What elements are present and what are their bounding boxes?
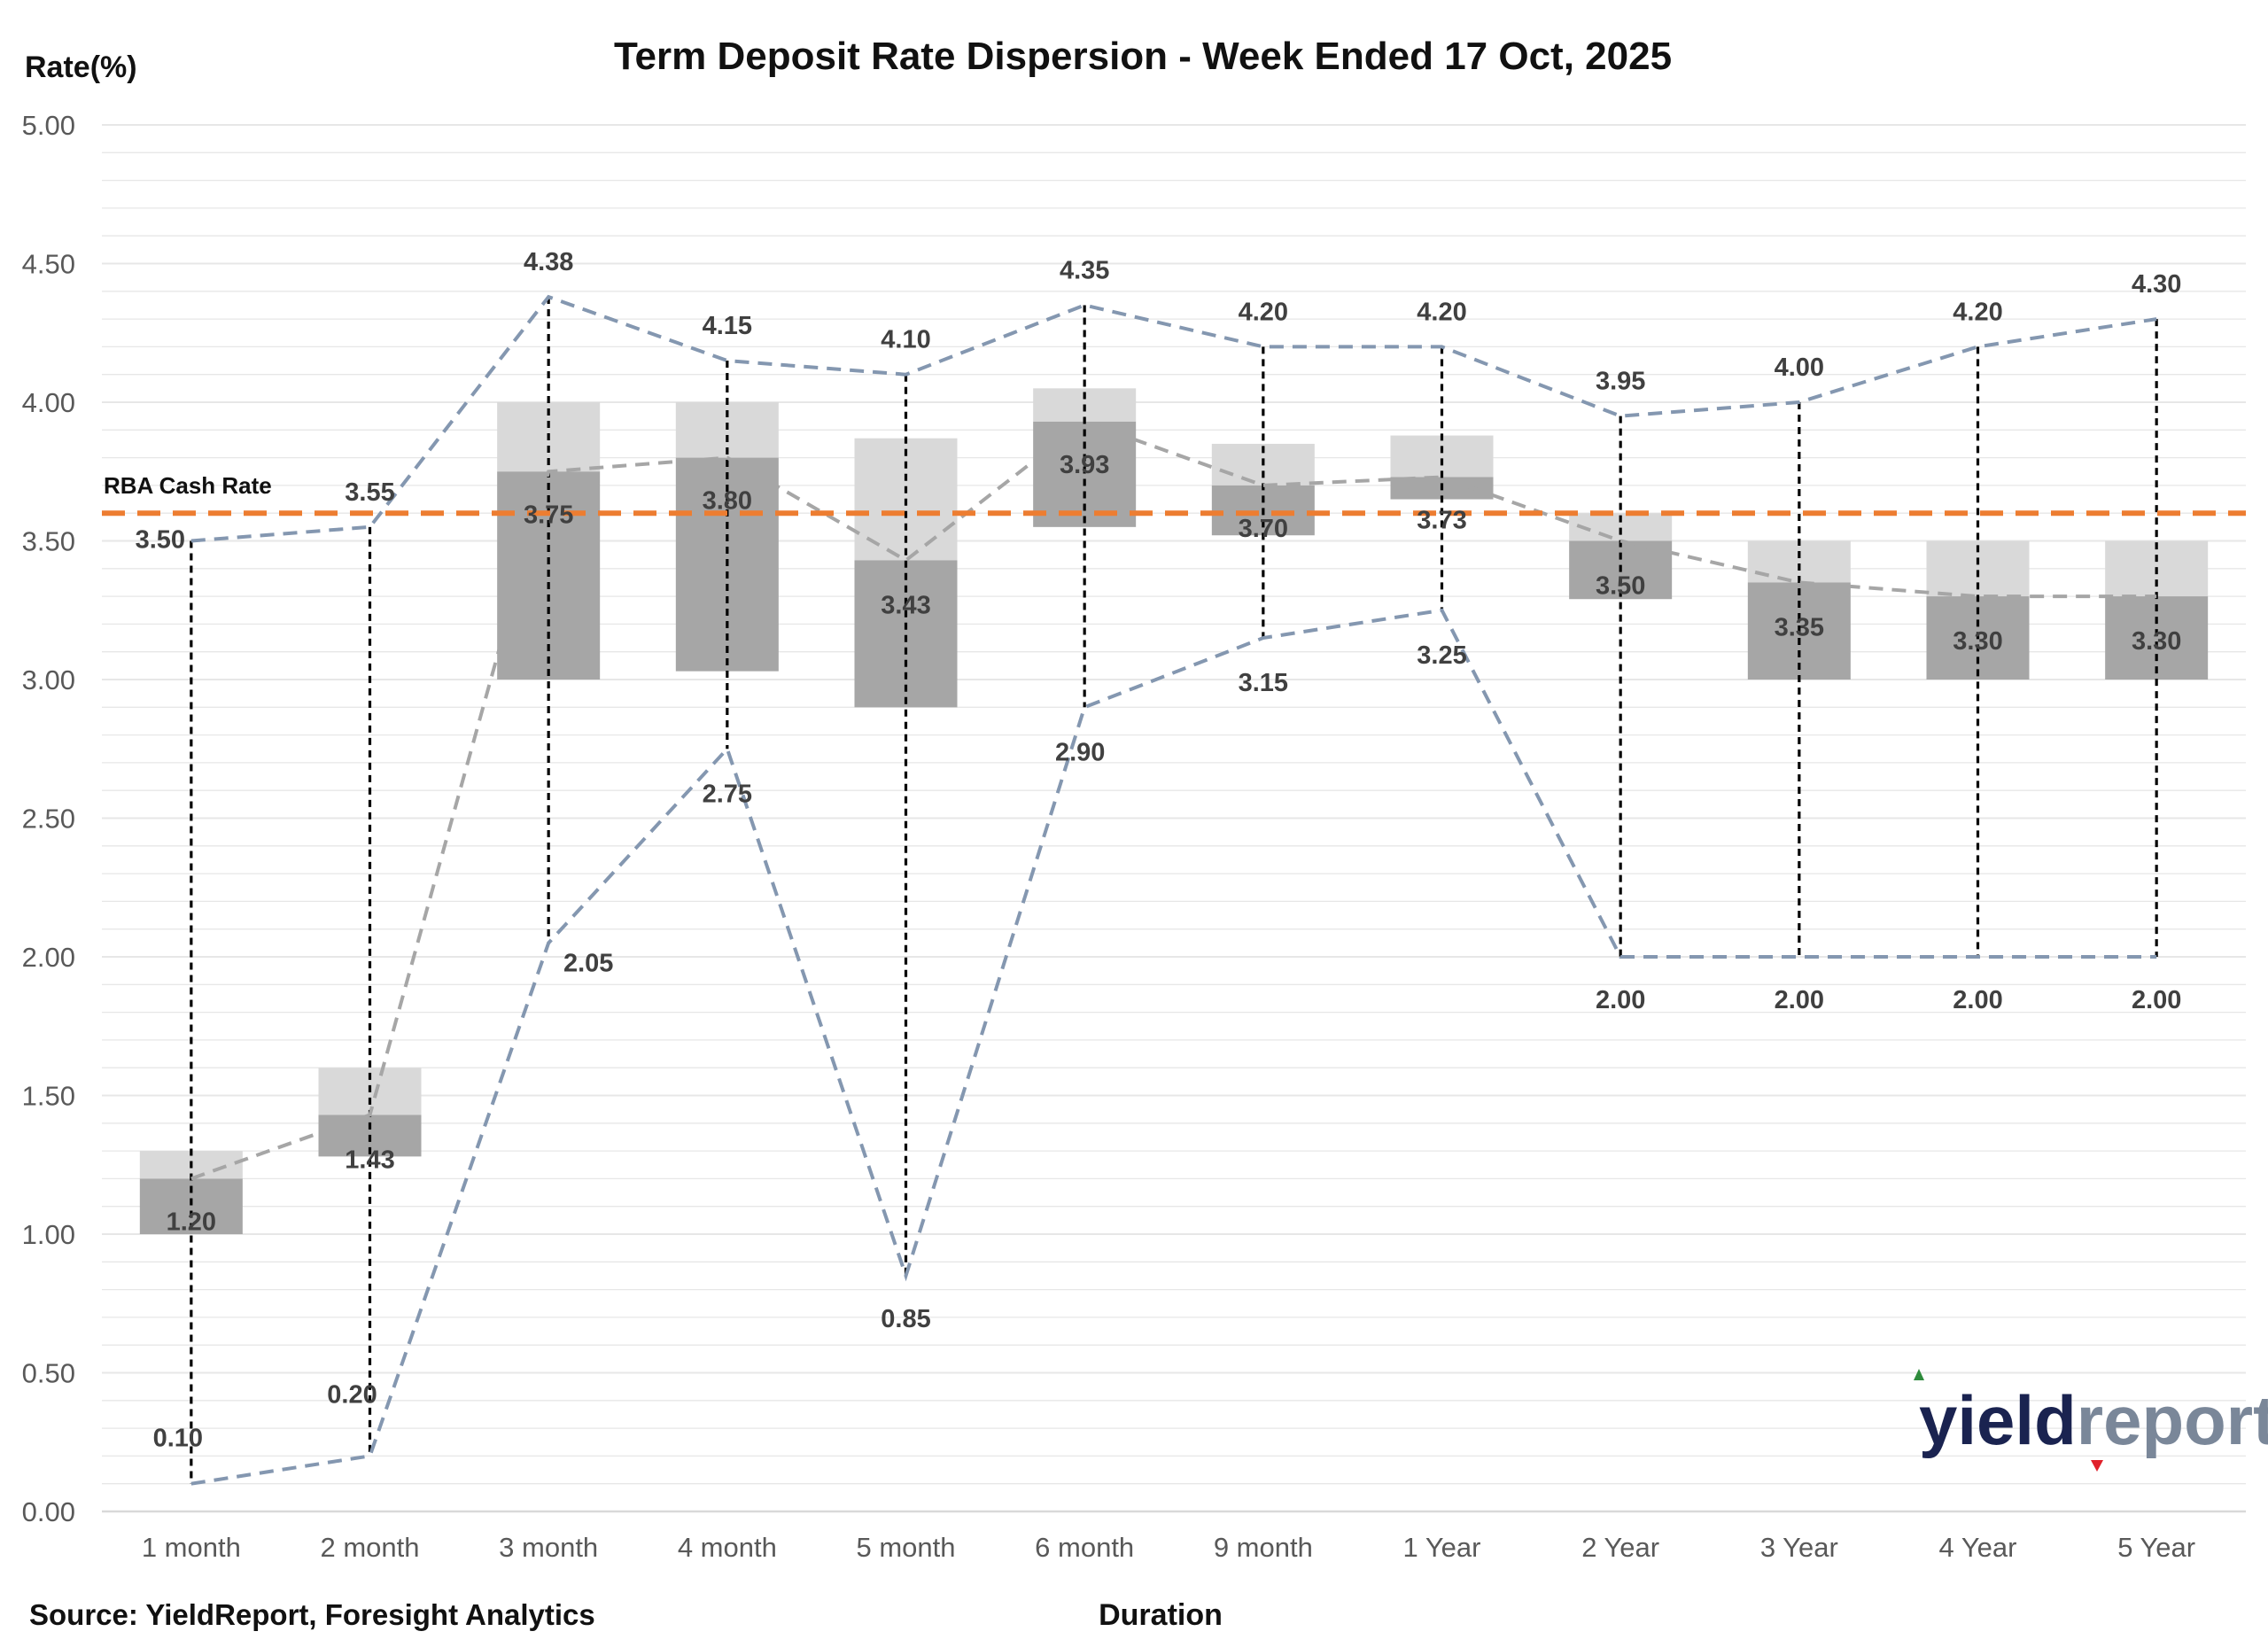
y-tick-label: 1.50 [22,1081,75,1112]
x-tick-label: 3 month [499,1532,598,1563]
rba-cash-rate-line: RBA Cash Rate [102,472,2246,517]
rba-label: RBA Cash Rate [104,472,272,499]
min-value-label: 2.00 [2132,986,2181,1014]
logo-down-arrow-icon [2091,1460,2103,1472]
min-value-label: 2.75 [703,780,752,808]
logo-report: report [2077,1381,2268,1459]
median-value-label: 3.93 [1060,451,1109,479]
median-value-label: 3.50 [1596,572,1645,601]
gridlines [102,124,2246,1513]
median-value-label: 3.70 [1239,515,1288,543]
x-tick-label: 2 month [320,1532,419,1563]
y-axis-title: Rate(%) [25,50,137,84]
median-value-label: 3.43 [881,591,930,619]
box-lower [854,560,958,708]
x-tick-label: 1 Year [1403,1532,1481,1563]
median-value-label: 3.80 [703,487,752,516]
min-value-label: 2.05 [563,949,613,977]
logo-up-arrow-icon [1914,1369,1924,1380]
min-value-label: 0.85 [881,1305,930,1333]
logo-text: yieldreport [1919,1381,2268,1459]
min-value-label: 2.00 [1596,986,1645,1014]
x-tick-label: 4 month [678,1532,777,1563]
whiskers [190,297,2158,1484]
y-tick-label: 4.00 [22,387,75,418]
min-line [190,608,2157,1486]
x-tick-label: 1 month [142,1532,241,1563]
logo-yield: yield [1919,1381,2077,1459]
median-value-label: 3.73 [1417,507,1466,535]
y-tick-labels: 0.00 0.50 1.00 1.50 2.00 2.50 3.00 3.50 4.00 4.50… [22,110,75,1527]
yieldreport-logo: yieldreport [1914,1369,2268,1472]
min-value-label: 0.20 [327,1380,377,1409]
data-labels: 3.50 0.10 1.20 3.55 0.20 1.43 4.38 2.05 3.75 4.15… [136,248,2182,1453]
max-value-label: 4.20 [1953,298,2002,326]
max-value-label: 4.35 [1060,256,1109,284]
x-tick-label: 6 month [1035,1532,1134,1563]
min-value-label: 2.90 [1055,738,1105,766]
min-value-label: 3.25 [1417,641,1466,670]
series-lines [190,294,2157,1486]
x-tick-label: 4 Year [1939,1532,2017,1563]
max-line [190,294,2157,543]
source-note: Source: YieldReport, Foresight Analytics [29,1598,595,1631]
x-tick-labels: 1 month 2 month 3 month 4 month 5 month 6 mon… [142,1532,2195,1563]
x-tick-label: 5 month [856,1532,955,1563]
y-tick-label: 1.00 [22,1219,75,1250]
min-value-label: 3.15 [1239,669,1288,697]
median-value-label: 3.35 [1775,613,1824,641]
max-value-label: 4.00 [1775,353,1824,382]
y-tick-label: 3.50 [22,526,75,557]
median-line [190,419,2157,1181]
x-tick-label: 3 Year [1760,1532,1838,1563]
min-value-label: 2.00 [1953,986,2002,1014]
max-value-label: 4.38 [524,248,573,276]
max-value-label: 4.10 [881,326,930,354]
median-value-label: 1.43 [345,1146,394,1174]
x-tick-label: 9 month [1214,1532,1313,1563]
y-tick-label: 3.00 [22,664,75,695]
median-value-label: 3.30 [2132,627,2181,656]
min-value-label: 2.00 [1775,986,1824,1014]
box-upper [1390,435,1494,478]
y-tick-label: 2.50 [22,804,75,835]
boxes [139,388,2209,1234]
y-tick-label: 0.00 [22,1496,75,1527]
max-value-label: 3.50 [136,526,185,555]
max-value-label: 3.95 [1596,368,1645,396]
y-tick-label: 5.00 [22,110,75,141]
max-value-label: 4.30 [2132,270,2181,299]
median-value-label: 3.30 [1953,627,2002,656]
y-tick-label: 2.00 [22,942,75,973]
min-value-label: 0.10 [153,1425,203,1453]
max-value-label: 4.15 [703,312,752,340]
median-value-label: 3.75 [524,501,573,529]
y-tick-label: 0.50 [22,1358,75,1389]
x-tick-label: 5 Year [2117,1532,2195,1563]
chart-title: Term Deposit Rate Dispersion - Week Ende… [614,35,1672,78]
x-tick-label: 2 Year [1581,1532,1659,1563]
x-axis-title: Duration [1099,1598,1223,1632]
median-value-label: 1.20 [167,1208,216,1236]
max-value-label: 3.55 [345,478,394,507]
max-value-label: 4.20 [1417,298,1466,326]
max-value-label: 4.20 [1239,298,1288,326]
y-tick-label: 4.50 [22,249,75,280]
